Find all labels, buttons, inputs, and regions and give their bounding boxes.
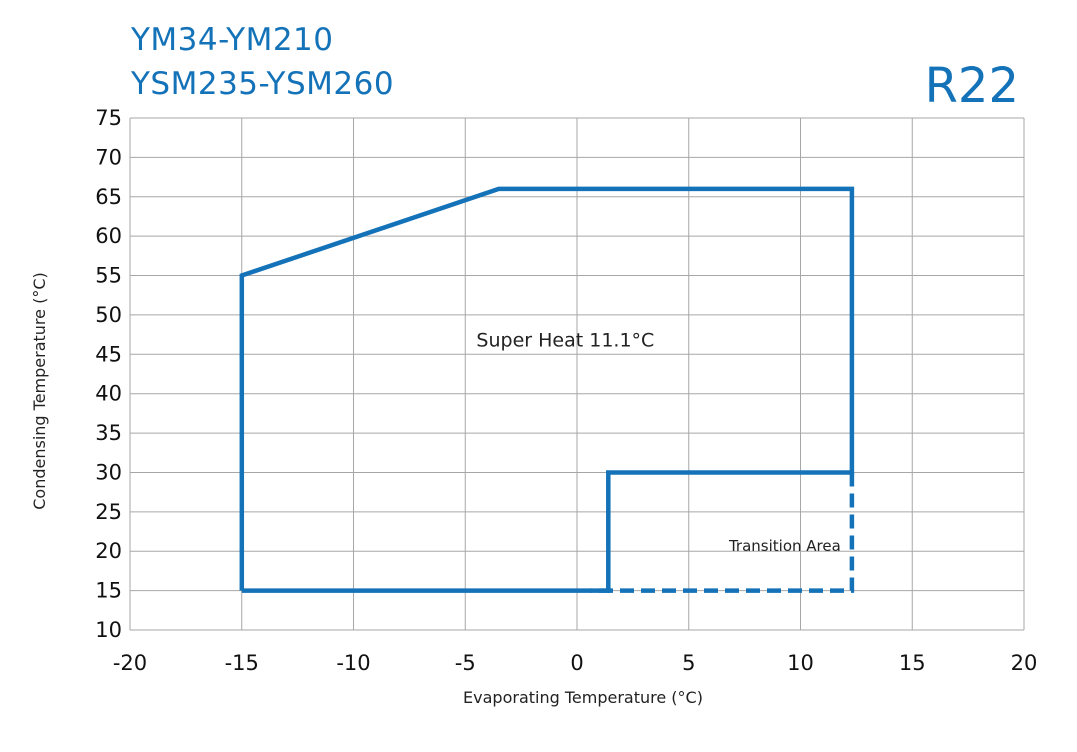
x-axis-label: Evaporating Temperature (°C)	[463, 688, 703, 707]
envelope-solid-line	[239, 186, 855, 593]
envelope-transition-dashed-line	[590, 472, 855, 593]
y-axis-label: Condensing Temperature (°C)	[30, 272, 49, 510]
grid	[129, 117, 1025, 631]
x-tick-label: 20	[1011, 651, 1038, 675]
x-tick-label: -15	[225, 651, 259, 675]
y-tick-label: 75	[95, 106, 122, 130]
y-tick-label: 55	[95, 264, 122, 288]
y-tick-label: 35	[95, 421, 122, 445]
x-tick-label: -10	[336, 651, 370, 675]
y-tick-label: 30	[95, 460, 122, 484]
y-tick-label: 40	[95, 382, 122, 406]
x-tick-label: -5	[455, 651, 476, 675]
x-tick-label: -20	[113, 651, 147, 675]
y-tick-label: 70	[95, 145, 122, 169]
y-tick-label: 25	[95, 500, 122, 524]
y-tick-label: 45	[95, 342, 122, 366]
annotation-super-heat: Super Heat 11.1°C	[476, 329, 654, 351]
x-tick-label: 10	[787, 651, 814, 675]
envelope-series	[239, 186, 855, 593]
y-tick-label: 20	[95, 539, 122, 563]
y-tick-label: 65	[95, 185, 122, 209]
tick-labels: 10 15 20 25 30 35 40 45 50 55 60 65 70 75 -20 -15 -10 -5 0…	[95, 106, 1037, 675]
y-tick-label: 15	[95, 579, 122, 603]
chart-title-line2: YSM235-YSM260	[131, 66, 395, 102]
refrigerant-badge: R22	[924, 58, 1019, 114]
x-tick-label: 0	[570, 651, 583, 675]
y-tick-label: 50	[95, 303, 122, 327]
x-tick-label: 5	[682, 651, 695, 675]
x-tick-label: 15	[899, 651, 926, 675]
annotation-transition-area: Transition Area	[728, 537, 841, 555]
y-tick-label: 60	[95, 224, 122, 248]
chart-title-line1: YM34-YM210	[131, 22, 334, 58]
y-tick-label: 10	[95, 618, 122, 642]
